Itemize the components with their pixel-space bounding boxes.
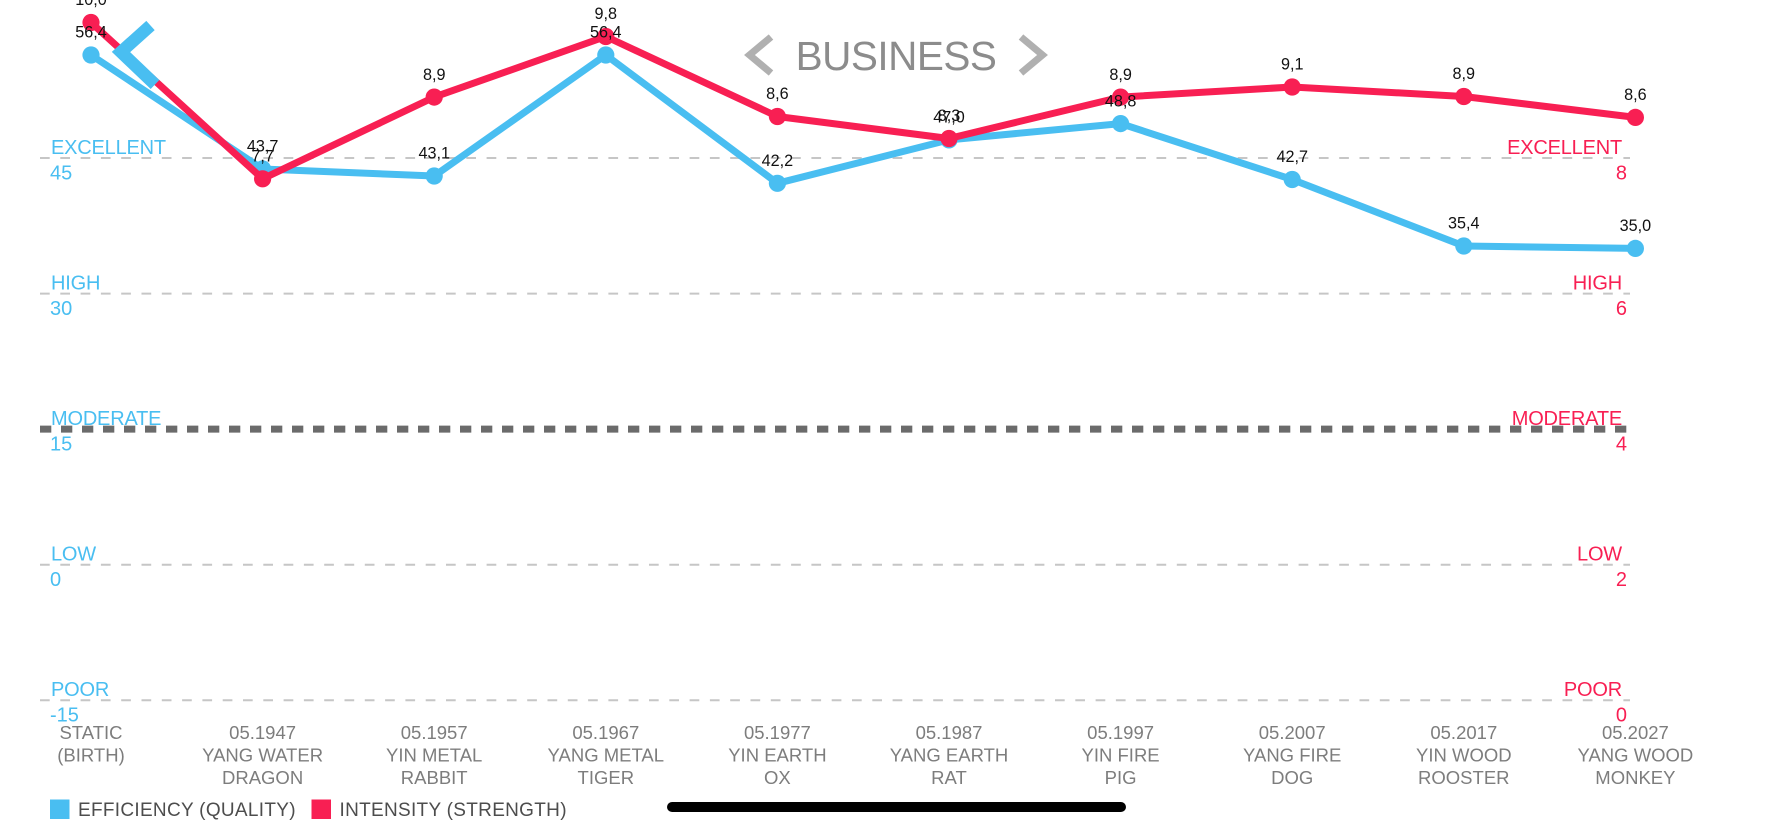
svg-text:DOG: DOG (1271, 767, 1313, 788)
svg-text:DRAGON: DRAGON (222, 767, 303, 788)
svg-text:LOW: LOW (1577, 544, 1622, 566)
svg-text:05.1957: 05.1957 (401, 722, 468, 743)
svg-text:MODERATE: MODERATE (51, 408, 161, 430)
svg-text:43,1: 43,1 (418, 145, 450, 163)
svg-text:HIGH: HIGH (1573, 272, 1622, 294)
svg-text:9,1: 9,1 (1281, 56, 1304, 74)
svg-text:9,8: 9,8 (595, 5, 618, 23)
svg-text:POOR: POOR (51, 679, 109, 701)
svg-text:(BIRTH): (BIRTH) (57, 745, 125, 766)
svg-text:8,3: 8,3 (938, 107, 961, 125)
svg-text:45: 45 (50, 162, 72, 184)
svg-text:42,7: 42,7 (1276, 148, 1308, 166)
svg-text:EXCELLENT: EXCELLENT (1507, 137, 1622, 159)
svg-text:YIN EARTH: YIN EARTH (728, 745, 826, 766)
svg-text:8: 8 (1616, 162, 1627, 184)
svg-text:YANG EARTH: YANG EARTH (890, 745, 1009, 766)
svg-text:05.1967: 05.1967 (572, 722, 639, 743)
svg-text:EFFICIENCY (QUALITY): EFFICIENCY (QUALITY) (78, 800, 296, 821)
svg-text:TIGER: TIGER (578, 767, 635, 788)
svg-text:YIN FIRE: YIN FIRE (1082, 745, 1160, 766)
svg-text:47,0: 47,0 (933, 109, 965, 127)
svg-text:8,6: 8,6 (766, 85, 789, 103)
svg-text:0: 0 (50, 569, 61, 591)
svg-text:YANG FIRE: YANG FIRE (1243, 745, 1341, 766)
svg-text:48,8: 48,8 (1105, 92, 1137, 110)
svg-text:42,2: 42,2 (762, 152, 794, 170)
svg-text:MONKEY: MONKEY (1595, 767, 1675, 788)
svg-text:BUSINESS: BUSINESS (796, 33, 997, 79)
svg-text:30: 30 (50, 298, 72, 320)
svg-text:7,7: 7,7 (251, 148, 274, 166)
svg-text:YANG WOOD: YANG WOOD (1578, 745, 1694, 766)
svg-text:05.1977: 05.1977 (744, 722, 811, 743)
svg-text:8,9: 8,9 (1453, 65, 1476, 83)
svg-text:ROOSTER: ROOSTER (1418, 767, 1509, 788)
svg-text:05.2007: 05.2007 (1259, 722, 1326, 743)
svg-text:56,4: 56,4 (590, 24, 622, 42)
svg-text:YIN WOOD: YIN WOOD (1416, 745, 1512, 766)
svg-text:35,4: 35,4 (1448, 215, 1480, 233)
svg-text:05.1997: 05.1997 (1087, 722, 1154, 743)
svg-text:43,7: 43,7 (247, 138, 279, 156)
svg-text:YANG METAL: YANG METAL (548, 745, 665, 766)
svg-text:LOW: LOW (51, 544, 96, 566)
svg-text:4: 4 (1616, 433, 1627, 455)
svg-text:05.2027: 05.2027 (1602, 722, 1669, 743)
svg-text:INTENSITY (STRENGTH): INTENSITY (STRENGTH) (340, 800, 567, 821)
svg-text:05.2017: 05.2017 (1430, 722, 1497, 743)
svg-text:15: 15 (50, 433, 72, 455)
svg-text:STATIC: STATIC (59, 722, 122, 743)
svg-text:56,4: 56,4 (75, 24, 107, 42)
svg-text:05.1987: 05.1987 (916, 722, 983, 743)
svg-text:2: 2 (1616, 569, 1627, 591)
svg-text:YIN METAL: YIN METAL (386, 745, 482, 766)
svg-text:10,0: 10,0 (75, 0, 107, 9)
svg-text:PIG: PIG (1105, 767, 1137, 788)
svg-text:MODERATE: MODERATE (1512, 408, 1622, 430)
svg-text:OX: OX (764, 767, 791, 788)
svg-text:POOR: POOR (1564, 679, 1622, 701)
svg-text:05.1947: 05.1947 (229, 722, 296, 743)
svg-text:RAT: RAT (931, 767, 967, 788)
svg-text:HIGH: HIGH (51, 272, 100, 294)
svg-text:35,0: 35,0 (1620, 217, 1652, 235)
svg-text:8,9: 8,9 (423, 66, 446, 84)
svg-text:YANG WATER: YANG WATER (202, 745, 323, 766)
svg-text:6: 6 (1616, 298, 1627, 320)
svg-text:8,9: 8,9 (1109, 66, 1132, 84)
svg-text:8,6: 8,6 (1624, 86, 1647, 104)
svg-text:EXCELLENT: EXCELLENT (51, 137, 166, 159)
svg-text:-15: -15 (50, 705, 79, 727)
svg-text:0: 0 (1616, 705, 1627, 727)
svg-text:RABBIT: RABBIT (401, 767, 468, 788)
